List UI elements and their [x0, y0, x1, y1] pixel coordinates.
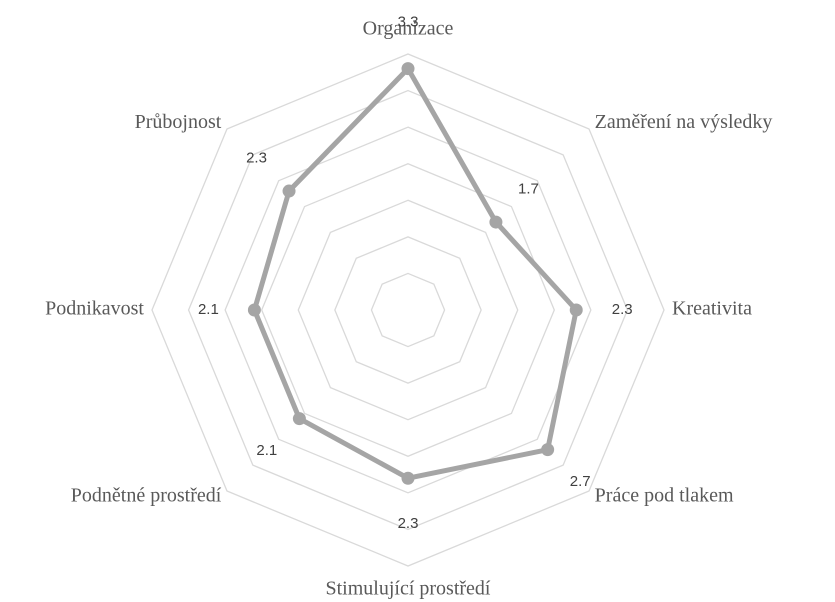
value-label: 2.1	[198, 301, 219, 318]
category-label: Podnikavost	[45, 298, 144, 320]
data-point	[489, 215, 503, 229]
grid-ring	[151, 53, 665, 567]
category-label: Zaměření na výsledky	[595, 111, 773, 133]
category-label: Kreativita	[672, 298, 752, 320]
grid-ring	[187, 89, 629, 531]
data-point	[292, 412, 306, 426]
grid-ring	[297, 199, 519, 421]
grid-ring	[334, 236, 482, 384]
value-label: 2.1	[256, 442, 277, 459]
category-label: Organizace	[363, 18, 454, 40]
value-label: 3.3	[398, 14, 419, 31]
value-label: 1.7	[518, 181, 539, 198]
data-point	[282, 184, 296, 198]
value-label: 2.3	[246, 149, 267, 166]
data-point	[247, 303, 261, 317]
grid-ring	[261, 163, 555, 457]
category-label: Práce pod tlakem	[595, 484, 734, 506]
data-point	[569, 303, 583, 317]
value-label: 2.3	[612, 301, 633, 318]
value-label: 2.7	[570, 473, 591, 490]
grid-ring	[224, 126, 592, 494]
data-point	[401, 62, 415, 76]
data-point	[401, 471, 415, 485]
data-point	[541, 443, 555, 457]
category-label: Podnětné prostředí	[71, 484, 222, 506]
category-label: Průbojnost	[135, 111, 222, 133]
value-label: 2.3	[398, 515, 419, 532]
category-label: Stimulující prostředí	[326, 578, 491, 600]
grid-ring	[370, 272, 446, 348]
